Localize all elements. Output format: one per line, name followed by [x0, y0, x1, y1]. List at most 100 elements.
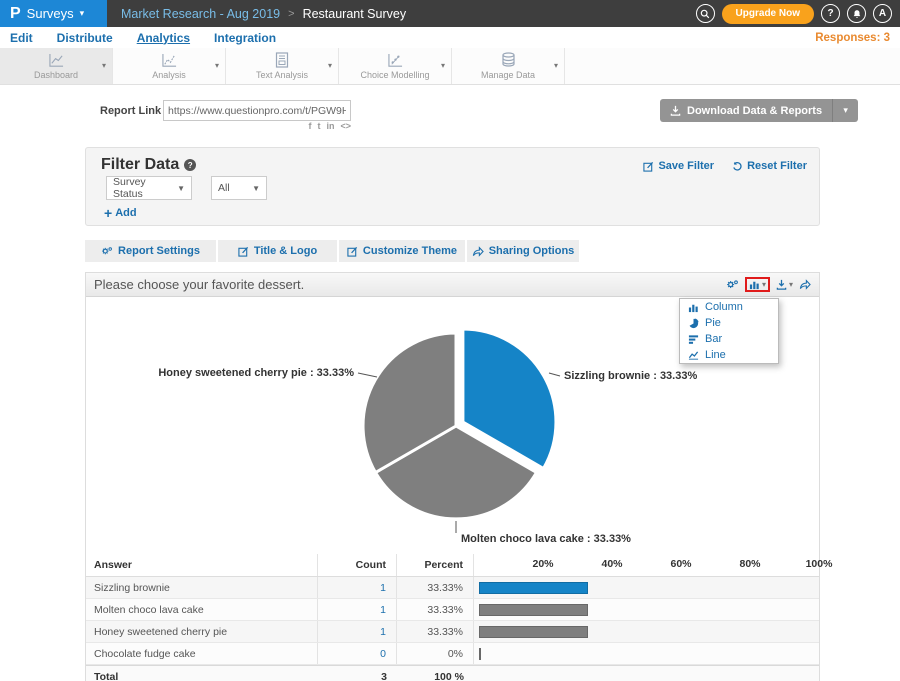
percent-cell: 33.33% [397, 577, 474, 598]
count-cell[interactable]: 1 [318, 599, 397, 620]
gears-icon [727, 279, 738, 288]
chevron-down-icon: ▼ [252, 183, 260, 193]
upgrade-button[interactable]: Upgrade Now [721, 3, 814, 24]
menu-items: Edit Distribute Analytics Integration [10, 31, 300, 45]
answer-cell: Honey sweetened cherry pie [86, 621, 318, 642]
percent-bar [479, 581, 588, 594]
help-badge-icon[interactable]: ? [184, 159, 197, 171]
chart-download-button[interactable]: ▾ [776, 279, 793, 290]
bar-chart-icon [688, 334, 699, 345]
download-icon [670, 105, 681, 116]
pie-slice[interactable] [374, 424, 538, 521]
product-name: Surveys [26, 6, 74, 21]
tab-sharing-options[interactable]: Sharing Options [467, 240, 579, 262]
table-row: Chocolate fudge cake 0 0% [86, 643, 819, 665]
menu-item-edit[interactable]: Edit [10, 30, 33, 45]
download-dropdown-toggle[interactable]: ▾ [832, 99, 859, 122]
chevron-down-icon[interactable]: ▾ [327, 61, 332, 70]
download-data-button[interactable]: Download Data & Reports ▾ [660, 99, 859, 122]
scatter-chart-icon [387, 53, 404, 68]
callout-line [548, 372, 561, 377]
axis-label: 100% [805, 558, 833, 570]
chart-header: Please choose your favorite dessert. ▾ ▾ [86, 273, 819, 297]
save-filter-button[interactable]: Save Filter [643, 160, 714, 172]
chevron-down-icon[interactable]: ▾ [101, 61, 106, 70]
search-button[interactable] [695, 4, 715, 23]
notifications-button[interactable] [847, 4, 866, 23]
question-title: Please choose your favorite dessert. [94, 277, 305, 292]
database-icon [501, 52, 516, 68]
chevron-down-icon: ▾ [788, 280, 793, 289]
toolbar-analysis[interactable]: Analysis ▾ [113, 48, 226, 84]
chart-settings-button[interactable] [726, 279, 739, 291]
facebook-icon[interactable]: f [308, 121, 312, 131]
chevron-down-icon[interactable]: ▾ [553, 61, 558, 70]
tab-customize-theme[interactable]: Customize Theme [339, 240, 465, 262]
axis-label: 40% [601, 558, 623, 570]
pie-slice[interactable] [461, 327, 558, 470]
linkedin-icon[interactable]: in [326, 121, 335, 131]
tab-title-logo[interactable]: Title & Logo [218, 240, 337, 262]
surveys-product-menu[interactable]: P Surveys ▾ [0, 0, 107, 27]
question-chart-panel: Please choose your favorite dessert. ▾ ▾ [85, 272, 832, 681]
toolbar-text-analysis[interactable]: Text Analysis ▾ [226, 48, 339, 84]
percent-bar [479, 625, 588, 638]
header-count: Count [318, 554, 397, 576]
chart-menu-item-bar[interactable]: Bar [680, 331, 778, 347]
breadcrumb-parent[interactable]: Market Research - Aug 2019 [121, 6, 281, 21]
chart-menu-item-pie[interactable]: Pie [680, 315, 778, 331]
chevron-down-icon: ▼ [177, 183, 185, 193]
share-icons-row: f t in <> [163, 121, 351, 131]
line-mini-icon [688, 350, 699, 361]
table-row: Sizzling brownie 1 33.33% [86, 577, 819, 599]
chevron-down-icon[interactable]: ▾ [214, 61, 219, 70]
avatar[interactable]: A [873, 4, 892, 23]
count-cell[interactable]: 1 [318, 577, 397, 598]
report-link-input[interactable] [163, 100, 351, 121]
column-chart-icon [749, 281, 759, 290]
pie-chart[interactable]: Sizzling brownie : 33.33% Molten choco la… [151, 301, 701, 556]
toolbar-dashboard[interactable]: Dashboard ▾ [0, 48, 113, 84]
pencil-icon [347, 246, 358, 257]
pie-slice[interactable] [361, 331, 458, 474]
chart-menu-item-column[interactable]: Column [680, 299, 778, 315]
menu-item-analytics[interactable]: Analytics [136, 30, 191, 45]
table-row: Honey sweetened cherry pie 1 33.33% [86, 621, 819, 643]
toolbar-label: Dashboard [33, 69, 79, 80]
toolbar-manage-data[interactable]: Manage Data ▾ [452, 48, 565, 84]
reset-filter-button[interactable]: Reset Filter [732, 160, 807, 172]
filter-field-select[interactable]: Survey Status ▼ [106, 176, 192, 200]
axis-label: 60% [670, 558, 692, 570]
share-arrow-icon [799, 279, 811, 290]
percent-axis: 20% 40% 60% 80% 100% [474, 554, 832, 576]
toolbar-label: Text Analysis [255, 70, 309, 80]
menu-item-integration[interactable]: Integration [214, 30, 277, 45]
toolbar-label: Manage Data [480, 70, 536, 80]
download-button-label: Download Data & Reports [687, 104, 823, 117]
answer-cell: Chocolate fudge cake [86, 643, 318, 664]
pie-label: Honey sweetened cherry pie : 33.33% [158, 367, 354, 379]
share-icon [472, 245, 484, 257]
results-table: Answer Count Percent 20% 40% 60% 80% 100% Sizzli… [86, 554, 832, 681]
twitter-icon[interactable]: t [317, 121, 321, 131]
count-cell[interactable]: 0 [318, 643, 397, 664]
chart-menu-item-line[interactable]: Line [680, 347, 778, 363]
column-chart-icon [688, 302, 699, 313]
percent-bar [479, 647, 481, 660]
menu-item-distribute[interactable]: Distribute [56, 30, 113, 45]
search-icon [700, 9, 710, 18]
pie-chart-icon [688, 317, 699, 329]
embed-icon[interactable]: <> [340, 121, 351, 131]
pie-label: Molten choco lava cake : 33.33% [461, 533, 631, 545]
help-button[interactable]: ? [821, 4, 840, 23]
filter-value-select[interactable]: All ▼ [211, 176, 267, 200]
toolbar-choice-modelling[interactable]: Choice Modelling ▾ [339, 48, 452, 84]
chevron-down-icon[interactable]: ▾ [440, 61, 445, 70]
tab-report-settings[interactable]: Report Settings [85, 240, 216, 262]
add-filter-button[interactable]: + Add [104, 205, 137, 221]
chart-share-button[interactable] [799, 279, 811, 290]
count-cell[interactable]: 1 [318, 621, 397, 642]
answer-cell: Molten choco lava cake [86, 599, 318, 620]
chart-type-button[interactable]: ▾ [744, 277, 770, 292]
responses-count: Responses: 3 [815, 31, 890, 44]
